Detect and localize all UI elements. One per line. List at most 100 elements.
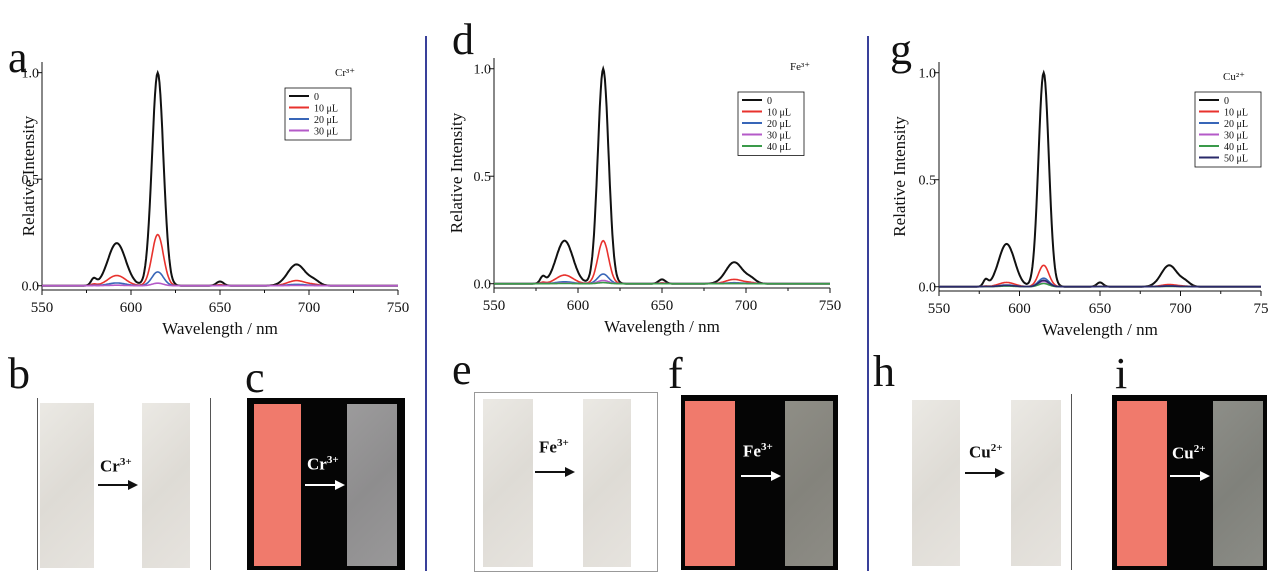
y-tick-label: 1.0 [22, 67, 40, 82]
panel-label-a: a [8, 33, 28, 82]
ion-label-e: Fe3+ [539, 437, 569, 457]
photo-b-frame: Cr3+ [37, 398, 211, 570]
x-tick-label: 750 [387, 300, 410, 316]
x-tick-label: 700 [298, 300, 321, 316]
y-axis-label: Relative Intensity [890, 116, 909, 237]
ion-label-h: Cu2+ [969, 442, 1003, 462]
legend-entry: 10 μL [767, 108, 791, 119]
x-tick-label: 600 [1008, 301, 1031, 317]
y-tick-label: 1.0 [474, 63, 492, 78]
y-tick-label: 0.0 [22, 280, 40, 295]
panel-label-e: e [452, 345, 472, 394]
photo-c-frame: Cr3+ [247, 398, 405, 570]
arrow-head-c [335, 480, 345, 490]
x-axis-label: Wavelength / nm [162, 319, 278, 338]
x-tick-label: 700 [735, 298, 758, 314]
photo-e-frame: Fe3+ [474, 392, 658, 572]
legend-entry: 20 μL [1224, 119, 1248, 130]
paper-strip-after [583, 399, 631, 567]
x-tick-label: 550 [483, 298, 506, 314]
legend-entry: 0 [767, 96, 772, 107]
legend-title: Cu²⁺ [1223, 71, 1245, 83]
x-tick-label: 75 [1254, 301, 1269, 317]
photo-h-frame: Cu2+ [905, 394, 1072, 570]
legend-entry: 40 μL [1224, 142, 1248, 153]
panel-label-g: g [890, 25, 912, 74]
legend-entry: 30 μL [767, 131, 791, 142]
paper-strip-before [483, 399, 533, 567]
panel-label-f: f [668, 349, 683, 398]
panel-label-h: h [873, 347, 895, 396]
legend-entry: 30 μL [314, 127, 338, 138]
panel-label-c: c [245, 353, 265, 402]
x-tick-label: 700 [1169, 301, 1192, 317]
fluorescent-strip-before [254, 404, 301, 566]
arrow-c [305, 484, 335, 486]
legend-box [1194, 91, 1262, 168]
series-line-5 [939, 279, 1261, 288]
ion-label-i: Cu2+ [1172, 443, 1206, 463]
ion-label-b: Cr3+ [100, 456, 132, 476]
series-line-3 [42, 282, 398, 287]
arrow-f [741, 475, 771, 477]
series-line-1 [939, 264, 1261, 288]
panel-label-b: b [8, 349, 30, 398]
x-tick-label: 750 [819, 298, 842, 314]
spectrum-chart-cr: 550 600 650 700 750 0.0 0.5 1.0 Wavelength / nm R… [19, 62, 410, 338]
y-axis-label: Relative Intensity [19, 115, 38, 236]
series-line-4 [494, 281, 830, 285]
legend-title: Fe³⁺ [790, 61, 810, 73]
fluorescent-strip-before [1117, 401, 1167, 566]
arrow-i [1170, 475, 1200, 477]
photo-i-frame: Cu2+ [1112, 395, 1267, 570]
ion-label-f: Fe3+ [743, 441, 773, 461]
spectrum-chart-fe: 550 600 650 700 750 0.0 0.5 1.0 Wavelength / nm R… [447, 58, 842, 336]
x-tick-label: 600 [567, 298, 590, 314]
legend-entry: 0 [314, 92, 319, 103]
y-tick-label: 0.5 [919, 174, 937, 189]
y-tick-label: 0.0 [919, 281, 937, 296]
x-axis-label: Wavelength / nm [604, 317, 720, 336]
legend-entry: 0 [1224, 96, 1229, 107]
arrow-head-f [771, 471, 781, 481]
y-tick-label: 0.0 [474, 278, 492, 293]
x-tick-label: 650 [651, 298, 674, 314]
arrow-head-b [128, 480, 138, 490]
quenched-strip-after [347, 404, 397, 566]
legend-entry: 10 μL [1224, 108, 1248, 119]
x-tick-label: 550 [31, 300, 54, 316]
paper-strip-before [40, 403, 94, 568]
paper-strip-before [912, 400, 960, 566]
y-tick-label: 0.5 [474, 170, 492, 185]
divider-left [425, 36, 427, 571]
paper-strip-after [1011, 400, 1061, 566]
photo-f-frame: Fe3+ [681, 395, 838, 570]
x-tick-label: 650 [209, 300, 232, 316]
x-tick-label: 650 [1089, 301, 1112, 317]
legend-title: Cr³⁺ [335, 67, 355, 79]
arrow-head-i [1200, 471, 1210, 481]
x-axis-label: Wavelength / nm [1042, 320, 1158, 339]
ion-label-c: Cr3+ [307, 454, 339, 474]
arrow-head-e [565, 467, 575, 477]
quenched-strip-after [1213, 401, 1263, 566]
x-tick-label: 600 [120, 300, 143, 316]
legend-entry: 10 μL [314, 104, 338, 115]
x-tick-label: 550 [928, 301, 951, 317]
legend-entry: 20 μL [314, 115, 338, 126]
legend-entry: 20 μL [767, 119, 791, 130]
divider-right [867, 36, 869, 571]
y-tick-label: 0.5 [22, 173, 40, 188]
arrow-b [98, 484, 128, 486]
legend-entry: 40 μL [767, 142, 791, 153]
fluorescent-strip-before [685, 401, 735, 566]
arrow-h [965, 472, 995, 474]
y-tick-label: 1.0 [919, 67, 937, 82]
quenched-strip-after [785, 401, 833, 566]
y-axis-label: Relative Intensity [447, 112, 466, 233]
panel-label-d: d [452, 15, 474, 64]
legend-entry: 50 μL [1224, 154, 1248, 165]
spectrum-chart-cu: 550 600 650 700 75 0.0 0.5 1.0 Wavelength / nm Re… [890, 62, 1269, 339]
legend-entry: 30 μL [1224, 131, 1248, 142]
arrow-e [535, 471, 565, 473]
